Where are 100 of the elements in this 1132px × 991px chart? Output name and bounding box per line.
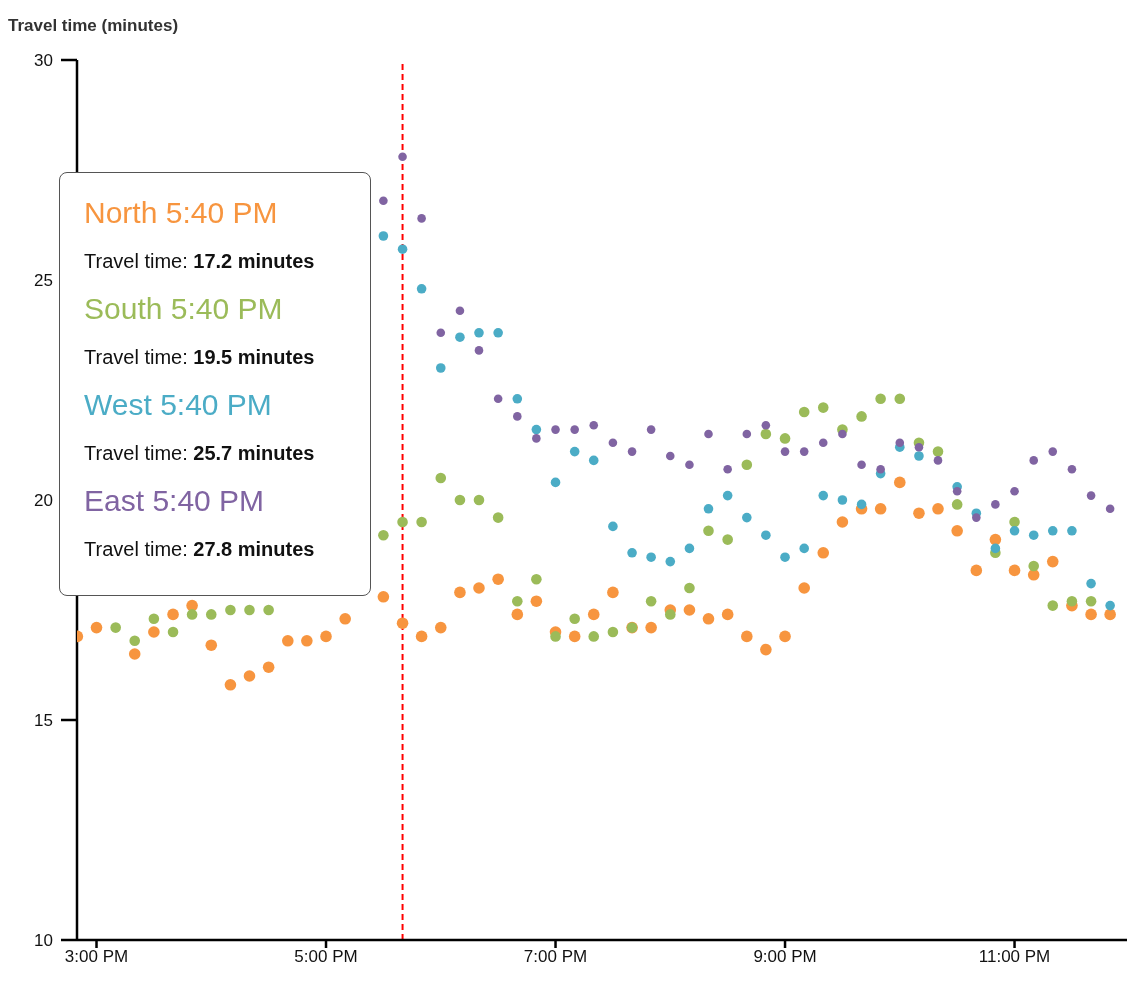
point [742,512,752,523]
point [704,429,713,439]
point [398,152,407,162]
point [838,429,847,439]
point [493,394,503,404]
point [530,595,543,607]
point [684,543,695,554]
point [167,626,179,638]
point [1048,447,1058,456]
point [836,516,849,528]
point [722,490,733,501]
point [128,648,141,660]
point [685,460,694,470]
annotation: 5:40 PM [160,388,272,421]
point [1010,486,1019,496]
point [932,503,944,515]
point [893,476,906,489]
point [1104,608,1116,621]
text: South [84,292,163,325]
text: East [84,484,145,517]
y-tick-label: 20 [34,491,53,511]
point [378,529,389,541]
point [435,363,446,373]
point [454,494,466,506]
point [205,639,218,651]
point [932,446,944,457]
y-tick-label: 25 [34,271,53,291]
annotation: Travel time: 17.2 minutes [84,249,316,274]
annotation: Travel time: 27.8 minutes [84,537,316,562]
point [243,670,256,682]
point [1028,560,1039,572]
point [436,328,446,338]
point [225,604,236,616]
point [645,621,657,634]
point [780,447,790,456]
point [683,604,696,616]
point [569,613,580,625]
point [702,613,715,625]
point [416,284,427,294]
text: West [84,388,152,421]
point [263,604,274,616]
point [608,438,618,448]
point [1047,600,1059,611]
point [569,446,580,457]
point [875,393,886,405]
point [532,434,541,443]
point [186,609,198,620]
point [779,433,791,444]
point [551,425,560,434]
point [989,533,1002,546]
point [1008,564,1021,577]
point [627,447,637,456]
point [379,196,388,206]
point [1086,491,1096,500]
point [990,543,1001,554]
x-tick-label: 9:00 PM [753,947,817,967]
point [895,438,905,448]
point [876,464,885,474]
point [455,332,465,342]
point [435,472,447,484]
point [607,626,619,638]
point [1029,456,1038,465]
point [397,244,408,254]
point [512,595,523,607]
point [589,420,599,430]
point [417,214,426,223]
point [779,630,791,643]
point [760,428,772,440]
point [818,438,828,448]
y-axis-title: Travel time (minutes) [8,16,179,36]
annotation: 5:40 PM [152,484,265,517]
annotation: Travel time: 19.5 minutes [84,345,316,370]
point [416,516,427,528]
point [799,543,809,554]
point [513,412,522,421]
point [550,477,561,488]
point [818,490,829,501]
point [129,635,141,647]
point [608,521,618,532]
text: North [84,196,158,229]
point [282,635,294,647]
point [817,402,829,413]
point [205,609,217,620]
point [761,420,771,430]
point [665,451,675,461]
point [857,460,866,470]
point [473,582,485,594]
annotation: 5:40 PM [165,196,278,229]
point [780,552,790,562]
x-tick-label: 5:00 PM [294,947,358,967]
point [512,394,523,404]
point [607,586,619,599]
point [1067,526,1077,536]
point [455,306,465,316]
point [588,631,600,642]
point [474,328,484,338]
point [856,411,867,422]
point [741,630,753,643]
point [914,442,924,452]
point [799,447,809,456]
